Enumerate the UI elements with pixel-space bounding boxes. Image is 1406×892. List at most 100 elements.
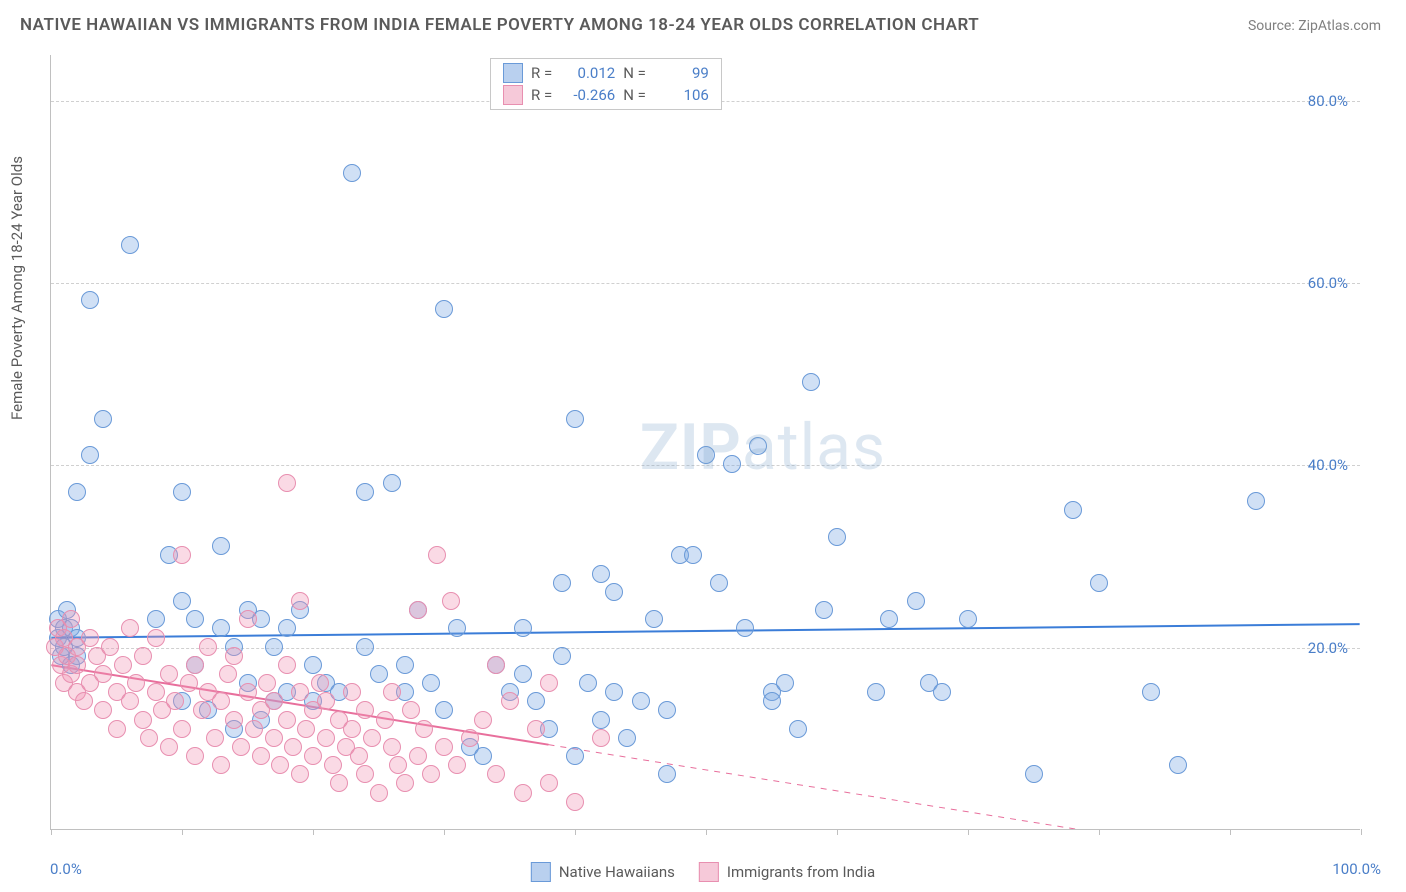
- stats-row: R = -0.266 N = 106: [503, 85, 709, 105]
- data-point: [428, 546, 446, 564]
- data-point: [278, 474, 296, 492]
- r-label: R =: [531, 64, 552, 82]
- data-point: [317, 692, 335, 710]
- data-point: [62, 610, 80, 628]
- data-point: [94, 410, 112, 428]
- gridline: [51, 283, 1360, 284]
- data-point: [1064, 501, 1082, 519]
- data-point: [684, 546, 702, 564]
- data-point: [271, 756, 289, 774]
- data-point: [1142, 683, 1160, 701]
- data-point: [553, 574, 571, 592]
- data-point: [291, 592, 309, 610]
- data-point: [245, 720, 263, 738]
- data-point: [1247, 492, 1265, 510]
- data-point: [592, 729, 610, 747]
- data-point: [422, 674, 440, 692]
- data-point: [193, 701, 211, 719]
- data-point: [212, 619, 230, 637]
- y-tick-label: 20.0%: [1308, 639, 1348, 657]
- n-value: 106: [654, 86, 709, 104]
- data-point: [763, 692, 781, 710]
- data-point: [225, 711, 243, 729]
- legend-label: Immigrants from India: [727, 863, 875, 881]
- data-point: [802, 373, 820, 391]
- x-axis-max-label: 100.0%: [1332, 860, 1381, 878]
- data-point: [474, 747, 492, 765]
- x-tick: [182, 829, 183, 835]
- data-point: [579, 674, 597, 692]
- r-value: -0.266: [560, 86, 615, 104]
- y-axis-label: Female Poverty Among 18-24 Year Olds: [8, 156, 26, 420]
- data-point: [370, 784, 388, 802]
- data-point: [160, 738, 178, 756]
- data-point: [278, 619, 296, 637]
- data-point: [487, 656, 505, 674]
- data-point: [409, 747, 427, 765]
- gridline: [51, 465, 1360, 466]
- data-point: [225, 647, 243, 665]
- data-point: [448, 619, 466, 637]
- data-point: [212, 692, 230, 710]
- source-attribution: Source: ZipAtlas.com: [1248, 18, 1381, 34]
- data-point: [1169, 756, 1187, 774]
- n-label: N =: [623, 86, 646, 104]
- data-point: [435, 738, 453, 756]
- data-point: [933, 683, 951, 701]
- data-point: [867, 683, 885, 701]
- data-point: [134, 711, 152, 729]
- data-point: [343, 720, 361, 738]
- data-point: [435, 701, 453, 719]
- data-point: [710, 574, 728, 592]
- data-point: [540, 774, 558, 792]
- data-point: [697, 446, 715, 464]
- data-point: [180, 674, 198, 692]
- data-point: [81, 629, 99, 647]
- x-axis-min-label: 0.0%: [50, 860, 82, 878]
- data-point: [134, 647, 152, 665]
- data-point: [789, 720, 807, 738]
- x-tick: [1099, 829, 1100, 835]
- data-point: [278, 656, 296, 674]
- data-point: [907, 592, 925, 610]
- data-point: [658, 701, 676, 719]
- data-point: [101, 638, 119, 656]
- data-point: [815, 601, 833, 619]
- data-point: [304, 747, 322, 765]
- data-point: [356, 483, 374, 501]
- data-point: [147, 629, 165, 647]
- stats-legend-box: R =0.012N =99R =-0.266N =106: [490, 58, 722, 110]
- data-point: [422, 765, 440, 783]
- data-point: [317, 729, 335, 747]
- data-point: [173, 546, 191, 564]
- data-point: [68, 483, 86, 501]
- x-tick: [313, 829, 314, 835]
- data-point: [1025, 765, 1043, 783]
- x-tick: [706, 829, 707, 835]
- legend-swatch: [531, 862, 551, 882]
- data-point: [442, 592, 460, 610]
- legend-item: Immigrants from India: [699, 862, 875, 882]
- x-tick: [444, 829, 445, 835]
- data-point: [147, 610, 165, 628]
- data-point: [81, 446, 99, 464]
- stats-row: R =0.012N =99: [503, 63, 709, 83]
- y-tick-label: 60.0%: [1308, 274, 1348, 292]
- data-point: [356, 765, 374, 783]
- data-point: [311, 674, 329, 692]
- data-point: [114, 656, 132, 674]
- data-point: [219, 665, 237, 683]
- r-label: R =: [531, 86, 552, 104]
- data-point: [1090, 574, 1108, 592]
- x-tick: [968, 829, 969, 835]
- data-point: [658, 765, 676, 783]
- data-point: [736, 619, 754, 637]
- x-tick: [51, 829, 52, 835]
- data-point: [108, 720, 126, 738]
- data-point: [284, 738, 302, 756]
- data-point: [514, 665, 532, 683]
- data-point: [514, 784, 532, 802]
- data-point: [330, 774, 348, 792]
- data-point: [212, 537, 230, 555]
- data-point: [186, 656, 204, 674]
